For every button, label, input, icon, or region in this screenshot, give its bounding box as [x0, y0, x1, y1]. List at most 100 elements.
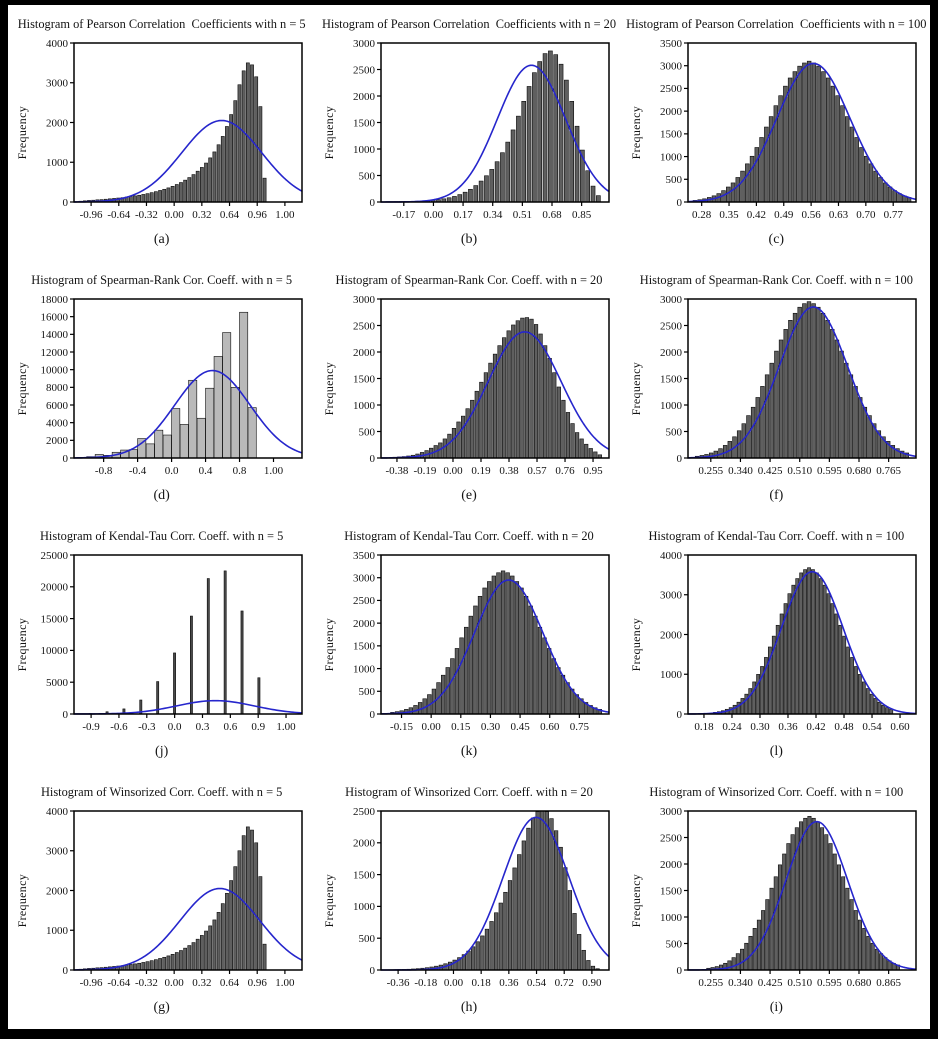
panel-title: Histogram of Kendal-Tau Corr. Coeff. wit… [39, 529, 284, 544]
svg-text:0.57: 0.57 [527, 465, 547, 477]
panel-title: Histogram of Winsorized Corr. Coeff. wit… [649, 785, 904, 800]
svg-text:2000: 2000 [353, 91, 376, 103]
svg-text:2500: 2500 [660, 832, 683, 844]
panel-title: Histogram of Kendal-Tau Corr. Coeff. wit… [344, 529, 594, 544]
svg-text:-0.15: -0.15 [390, 721, 413, 733]
svg-text:-0.18: -0.18 [414, 977, 437, 989]
plot-row: Frequency 0 500 1000 1500 2000 2500 3000 -0.17 0… [322, 34, 616, 232]
svg-text:2000: 2000 [660, 347, 683, 359]
svg-text:-0.38: -0.38 [385, 465, 408, 477]
svg-text:500: 500 [666, 426, 683, 438]
svg-text:0: 0 [62, 709, 68, 721]
plot-row: Frequency 0 500 1000 1500 2000 2500 3000 3500 -0… [322, 546, 616, 744]
svg-text:1000: 1000 [46, 925, 69, 937]
svg-text:20000: 20000 [40, 581, 68, 593]
svg-text:0.72: 0.72 [555, 977, 574, 989]
svg-text:0.4: 0.4 [198, 465, 212, 477]
histogram-panel-i: Histogram of Winsorized Corr. Coeff. wit… [623, 773, 930, 1029]
svg-text:0.00: 0.00 [422, 721, 442, 733]
svg-text:15000: 15000 [40, 613, 68, 625]
svg-text:-0.6: -0.6 [110, 721, 128, 733]
svg-text:0.60: 0.60 [891, 721, 911, 733]
svg-text:2000: 2000 [46, 885, 69, 897]
svg-text:0.6: 0.6 [223, 721, 237, 733]
y-axis-label: Frequency [14, 362, 29, 416]
svg-text:1000: 1000 [353, 663, 376, 675]
svg-text:2000: 2000 [353, 618, 376, 630]
svg-text:0.51: 0.51 [513, 209, 532, 221]
svg-text:0.48: 0.48 [835, 721, 855, 733]
panel-title: Histogram of Spearman-Rank Cor. Coeff. w… [335, 273, 603, 288]
svg-text:0.680: 0.680 [847, 465, 872, 477]
svg-text:4000: 4000 [660, 550, 683, 562]
svg-text:1000: 1000 [353, 901, 376, 913]
plot-row: Frequency 0 500 1000 1500 2000 2500 3000 3500 0.… [629, 34, 923, 232]
histogram-plot: 0 500 1000 1500 2000 2500 3000 0.255 0.340 0.425 0… [660, 806, 918, 989]
svg-text:0.68: 0.68 [542, 209, 562, 221]
svg-text:0: 0 [677, 965, 683, 977]
svg-text:0.63: 0.63 [829, 209, 849, 221]
svg-text:0.595: 0.595 [817, 977, 842, 989]
y-axis-label: Frequency [321, 618, 336, 672]
svg-text:18000: 18000 [40, 294, 68, 306]
figure-grid: Histogram of Pearson Correlation Coeffic… [8, 5, 930, 1029]
svg-text:0.77: 0.77 [884, 209, 904, 221]
svg-text:1000: 1000 [353, 400, 376, 412]
svg-text:0.255: 0.255 [699, 977, 724, 989]
svg-text:0.9: 0.9 [251, 721, 265, 733]
svg-text:16000: 16000 [40, 311, 68, 323]
svg-text:-0.9: -0.9 [82, 721, 100, 733]
svg-text:0.90: 0.90 [582, 977, 602, 989]
svg-text:1000: 1000 [660, 912, 683, 924]
histogram-panel-d: Histogram of Spearman-Rank Cor. Coeff. w… [8, 261, 315, 517]
svg-text:0: 0 [369, 453, 375, 465]
svg-text:1.00: 1.00 [275, 209, 295, 221]
plot-row: Frequency 0 1000 2000 3000 4000 -0.96 -0.64 -0.… [15, 802, 309, 1000]
svg-text:-0.64: -0.64 [107, 977, 130, 989]
svg-text:1000: 1000 [660, 669, 683, 681]
panel-letter: (d) [153, 487, 170, 503]
y-axis-label: Frequency [321, 106, 336, 160]
histogram-panel-a: Histogram of Pearson Correlation Coeffic… [8, 5, 315, 261]
histogram-panel-k: Histogram of Kendal-Tau Corr. Coeff. wit… [315, 517, 622, 773]
svg-text:0.32: 0.32 [192, 209, 211, 221]
plot-row: Frequency 0 2000 4000 6000 8000 10000 12000 140… [15, 290, 309, 488]
svg-text:0.34: 0.34 [483, 209, 503, 221]
panel-letter: (e) [461, 487, 477, 503]
svg-text:0: 0 [677, 709, 683, 721]
svg-text:3000: 3000 [353, 294, 376, 306]
svg-text:1.00: 1.00 [275, 977, 295, 989]
svg-text:0.15: 0.15 [451, 721, 471, 733]
svg-text:0.340: 0.340 [728, 465, 753, 477]
y-axis-label: Frequency [629, 362, 644, 416]
svg-text:2000: 2000 [46, 117, 69, 129]
svg-text:0.45: 0.45 [510, 721, 530, 733]
svg-text:0.18: 0.18 [472, 977, 492, 989]
panel-letter: (b) [460, 231, 478, 247]
svg-text:2500: 2500 [660, 83, 683, 95]
histogram-panel-b: Histogram of Pearson Correlation Coeffic… [315, 5, 622, 261]
svg-text:0.38: 0.38 [499, 465, 519, 477]
histogram-plot: 0 2000 4000 6000 8000 10000 12000 14000 16000 180… [40, 294, 303, 477]
svg-text:2000: 2000 [353, 347, 376, 359]
panel-letter: (a) [153, 231, 170, 247]
svg-text:0.42: 0.42 [747, 209, 766, 221]
panel-title: Histogram of Winsorized Corr. Coeff. wit… [40, 785, 283, 800]
svg-text:500: 500 [666, 174, 683, 186]
svg-text:0.3: 0.3 [195, 721, 209, 733]
svg-text:3000: 3000 [46, 845, 69, 857]
plot-row: Frequency 0 5000 10000 15000 20000 25000 -0.9-… [15, 546, 309, 744]
svg-text:500: 500 [666, 938, 683, 950]
svg-text:0.56: 0.56 [802, 209, 822, 221]
svg-text:0.18: 0.18 [695, 721, 715, 733]
svg-text:0.425: 0.425 [758, 465, 783, 477]
panel-letter: (f) [769, 487, 784, 503]
svg-text:5000: 5000 [46, 677, 69, 689]
svg-text:0.28: 0.28 [692, 209, 712, 221]
histogram-plot: 0 500 1000 1500 2000 2500 -0.36 -0.18 0.00 0.18 0.… [353, 806, 610, 989]
svg-text:-0.17: -0.17 [392, 209, 415, 221]
svg-text:3000: 3000 [660, 294, 683, 306]
panel-title: Histogram of Kendal-Tau Corr. Coeff. wit… [648, 529, 905, 544]
svg-text:0.00: 0.00 [444, 977, 464, 989]
histogram-panel-e: Histogram of Spearman-Rank Cor. Coeff. w… [315, 261, 622, 517]
